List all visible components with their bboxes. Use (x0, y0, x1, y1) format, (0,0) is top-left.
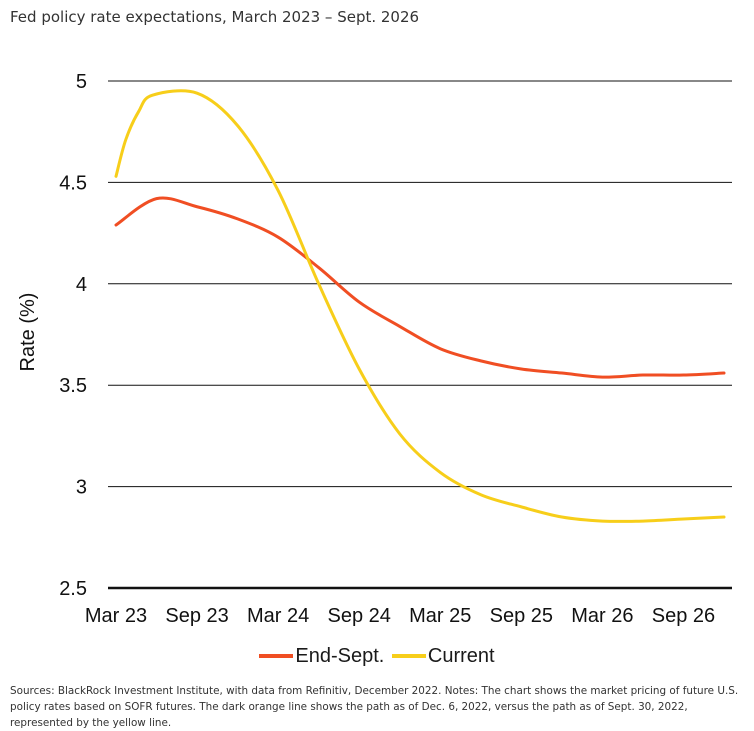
x-tick-label: Mar 24 (247, 605, 309, 627)
y-tick-label: 3.5 (59, 375, 87, 397)
legend-label-current: Current (427, 644, 495, 667)
series-lines (114, 89, 726, 523)
legend-item-current: Current (391, 644, 495, 668)
legend: End-Sept. Current (0, 641, 754, 668)
legend-item-end-sept: End-Sept. (259, 645, 384, 668)
x-tick-labels: Mar 23 Sep 23 Mar 24 Sep 24 Mar 25 Sep 25 Mar … (85, 605, 715, 627)
y-tick-label: 3 (76, 477, 87, 499)
y-tick-label: 4.5 (59, 172, 87, 194)
y-tick-label: 2.5 (59, 578, 87, 600)
x-tick-label: Sep 23 (165, 605, 228, 627)
x-tick-label: Sep 24 (328, 605, 391, 627)
gridlines (108, 80, 732, 590)
legend-swatch-end-sept (259, 654, 294, 658)
series-line-current (114, 89, 726, 523)
legend-swatch-current (391, 654, 426, 658)
x-tick-label: Sep 26 (652, 605, 715, 627)
sources-note: Sources: BlackRock Investment Institute,… (10, 685, 739, 729)
y-axis-label: Rate (%) (17, 293, 39, 372)
y-tick-label: 5 (76, 71, 87, 93)
series-line-end-sept (114, 196, 726, 379)
x-tick-label: Mar 23 (85, 605, 147, 627)
rate-chart: 54.543.532.5 Mar 23 Sep 23 Mar 24 Sep 24 Mar… (17, 71, 732, 627)
legend-label-end-sept: End-Sept. (295, 644, 385, 667)
y-tick-label: 4 (76, 274, 87, 296)
y-tick-labels: 5 4.5 4 3.5 3 2.5 (59, 71, 87, 600)
x-tick-label: Mar 25 (409, 605, 471, 627)
x-tick-label: Sep 25 (490, 605, 553, 627)
x-tick-label: Mar 26 (571, 605, 633, 627)
chart-title: Fed policy rate expectations, March 2023… (10, 8, 420, 26)
